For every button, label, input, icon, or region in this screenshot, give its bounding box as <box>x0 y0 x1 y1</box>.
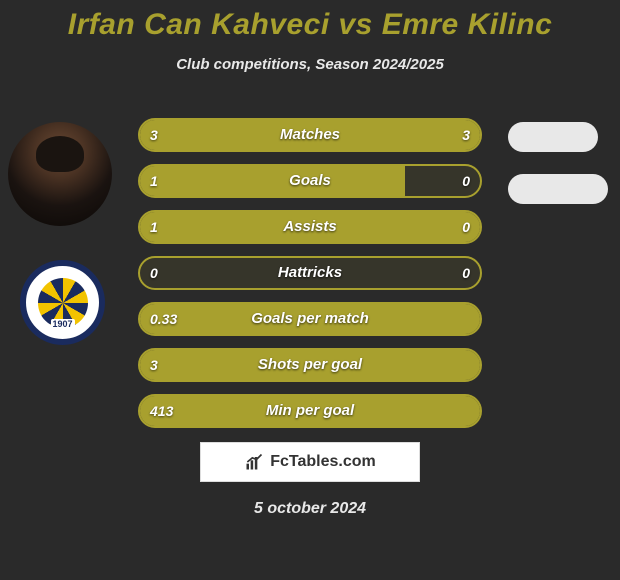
chart-icon <box>244 452 264 472</box>
stat-row: 413Min per goal <box>0 394 620 428</box>
stat-row: 10Assists <box>0 210 620 244</box>
stat-label: Min per goal <box>138 394 482 428</box>
stat-label: Shots per goal <box>138 348 482 382</box>
stats-area: 33Matches 10Goals 10Assists 00Hattricks 0.33… <box>0 118 620 440</box>
stat-label: Goals <box>138 164 482 198</box>
stat-label: Goals per match <box>138 302 482 336</box>
date-label: 5 october 2024 <box>0 500 620 518</box>
page-subtitle: Club competitions, Season 2024/2025 <box>0 56 620 73</box>
stat-row: 33Matches <box>0 118 620 152</box>
brand-label: FcTables.com <box>270 453 376 471</box>
stat-label: Matches <box>138 118 482 152</box>
stat-label: Hattricks <box>138 256 482 290</box>
stat-row: 10Goals <box>0 164 620 198</box>
stat-row: 00Hattricks <box>0 256 620 290</box>
brand-badge: FcTables.com <box>200 442 420 482</box>
stat-row: 3Shots per goal <box>0 348 620 382</box>
stat-label: Assists <box>138 210 482 244</box>
page-title: Irfan Can Kahveci vs Emre Kilinc <box>0 0 620 42</box>
stat-row: 0.33Goals per match <box>0 302 620 336</box>
